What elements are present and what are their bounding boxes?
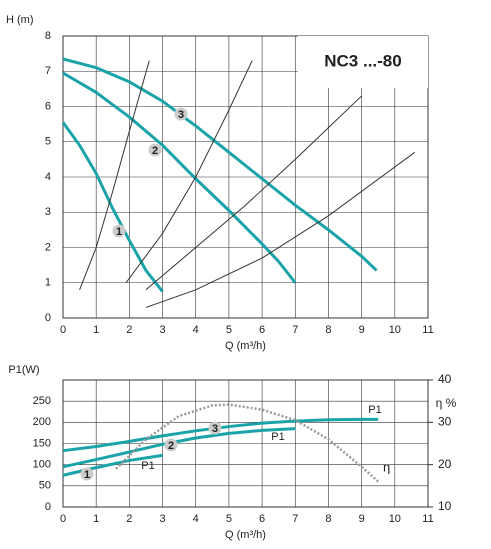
x-tick-label: 2 [126, 324, 132, 336]
y-tick-label: 2 [45, 241, 51, 253]
y-axis-title: H (m) [6, 14, 34, 26]
system-curve [79, 60, 150, 290]
curve-number: 3 [178, 109, 184, 121]
curve-label: P1 [271, 431, 284, 443]
x-tick-label: 5 [226, 513, 232, 525]
x-tick-label: 7 [292, 324, 298, 336]
system-curve [125, 60, 253, 284]
x-tick-label: 4 [193, 324, 199, 336]
x-tick-label: 8 [325, 513, 331, 525]
y-tick-label: 6 [45, 100, 51, 112]
system-curve [145, 151, 416, 308]
x-tick-label: 6 [259, 513, 265, 525]
title-box [298, 36, 428, 88]
x-tick-label: 3 [159, 324, 165, 336]
curve-number: 2 [168, 440, 174, 452]
y-tick-label: 8 [45, 30, 51, 42]
curve-number: 1 [116, 226, 122, 238]
plot-frame [62, 379, 429, 508]
y-tick-label: 50 [39, 480, 51, 492]
pump-curve [62, 71, 297, 284]
curve-label: η [383, 459, 390, 474]
x-tick-label: 6 [259, 324, 265, 336]
y2-tick-label: 40 [438, 372, 452, 386]
x-tick-label: 11 [422, 324, 433, 336]
x-tick-label: 8 [325, 324, 331, 336]
y2-tick-label: 20 [438, 457, 452, 471]
curve-badge [174, 107, 188, 121]
x-tick-label: 10 [389, 513, 401, 525]
x-tick-label: 5 [226, 324, 232, 336]
curve-badge [208, 421, 222, 435]
x-tick-label: 1 [93, 324, 99, 336]
x-tick-label: 9 [359, 513, 365, 525]
pump-curve [62, 453, 163, 477]
pump-curve [62, 417, 379, 453]
y-tick-label: 4 [45, 171, 51, 183]
curve-label: P1 [368, 404, 381, 416]
x-tick-label: 1 [93, 513, 99, 525]
pump-curve [62, 427, 296, 469]
x-tick-label: 7 [292, 513, 298, 525]
curve-number: 3 [212, 423, 218, 435]
system-curve [145, 95, 362, 291]
x-tick-label: 9 [359, 324, 365, 336]
curve-label: P1 [141, 460, 154, 472]
y-axis-title: P1(W) [8, 364, 39, 376]
pump-curve [61, 121, 164, 293]
y2-tick-label: 10 [438, 499, 452, 513]
y2-axis-title: η % [436, 396, 457, 410]
chart-title: NC3 ...-80 [324, 51, 401, 70]
curve-number: 1 [84, 469, 90, 481]
y-tick-label: 3 [45, 206, 51, 218]
curve-number: 2 [152, 145, 158, 157]
curve-badge [164, 438, 178, 452]
plot-frame [62, 35, 429, 319]
x-tick-label: 10 [389, 324, 401, 336]
y-tick-label: 150 [33, 437, 51, 449]
efficiency-curve [115, 403, 380, 483]
x-tick-label: 4 [193, 513, 199, 525]
y-tick-label: 0 [45, 312, 51, 324]
y-tick-label: 5 [45, 136, 51, 148]
x-tick-label: 0 [60, 324, 66, 336]
x-tick-label: 3 [159, 513, 165, 525]
y-tick-label: 200 [33, 416, 51, 428]
y-tick-label: 100 [33, 459, 51, 471]
curve-badge [148, 143, 162, 157]
x-tick-label: 11 [422, 513, 433, 525]
y-tick-label: 1 [45, 277, 51, 289]
curve-badge [80, 467, 94, 481]
y-tick-label: 250 [33, 395, 51, 407]
y-tick-label: 0 [45, 501, 51, 513]
x-tick-label: 2 [126, 513, 132, 525]
pump-curve [62, 57, 378, 272]
y-tick-label: 7 [45, 65, 51, 77]
x-axis-title: Q (m³/h) [225, 529, 266, 541]
x-tick-label: 0 [60, 513, 66, 525]
y2-tick-label: 30 [438, 415, 452, 429]
x-axis-title: Q (m³/h) [225, 340, 266, 352]
curve-badge [112, 224, 126, 238]
